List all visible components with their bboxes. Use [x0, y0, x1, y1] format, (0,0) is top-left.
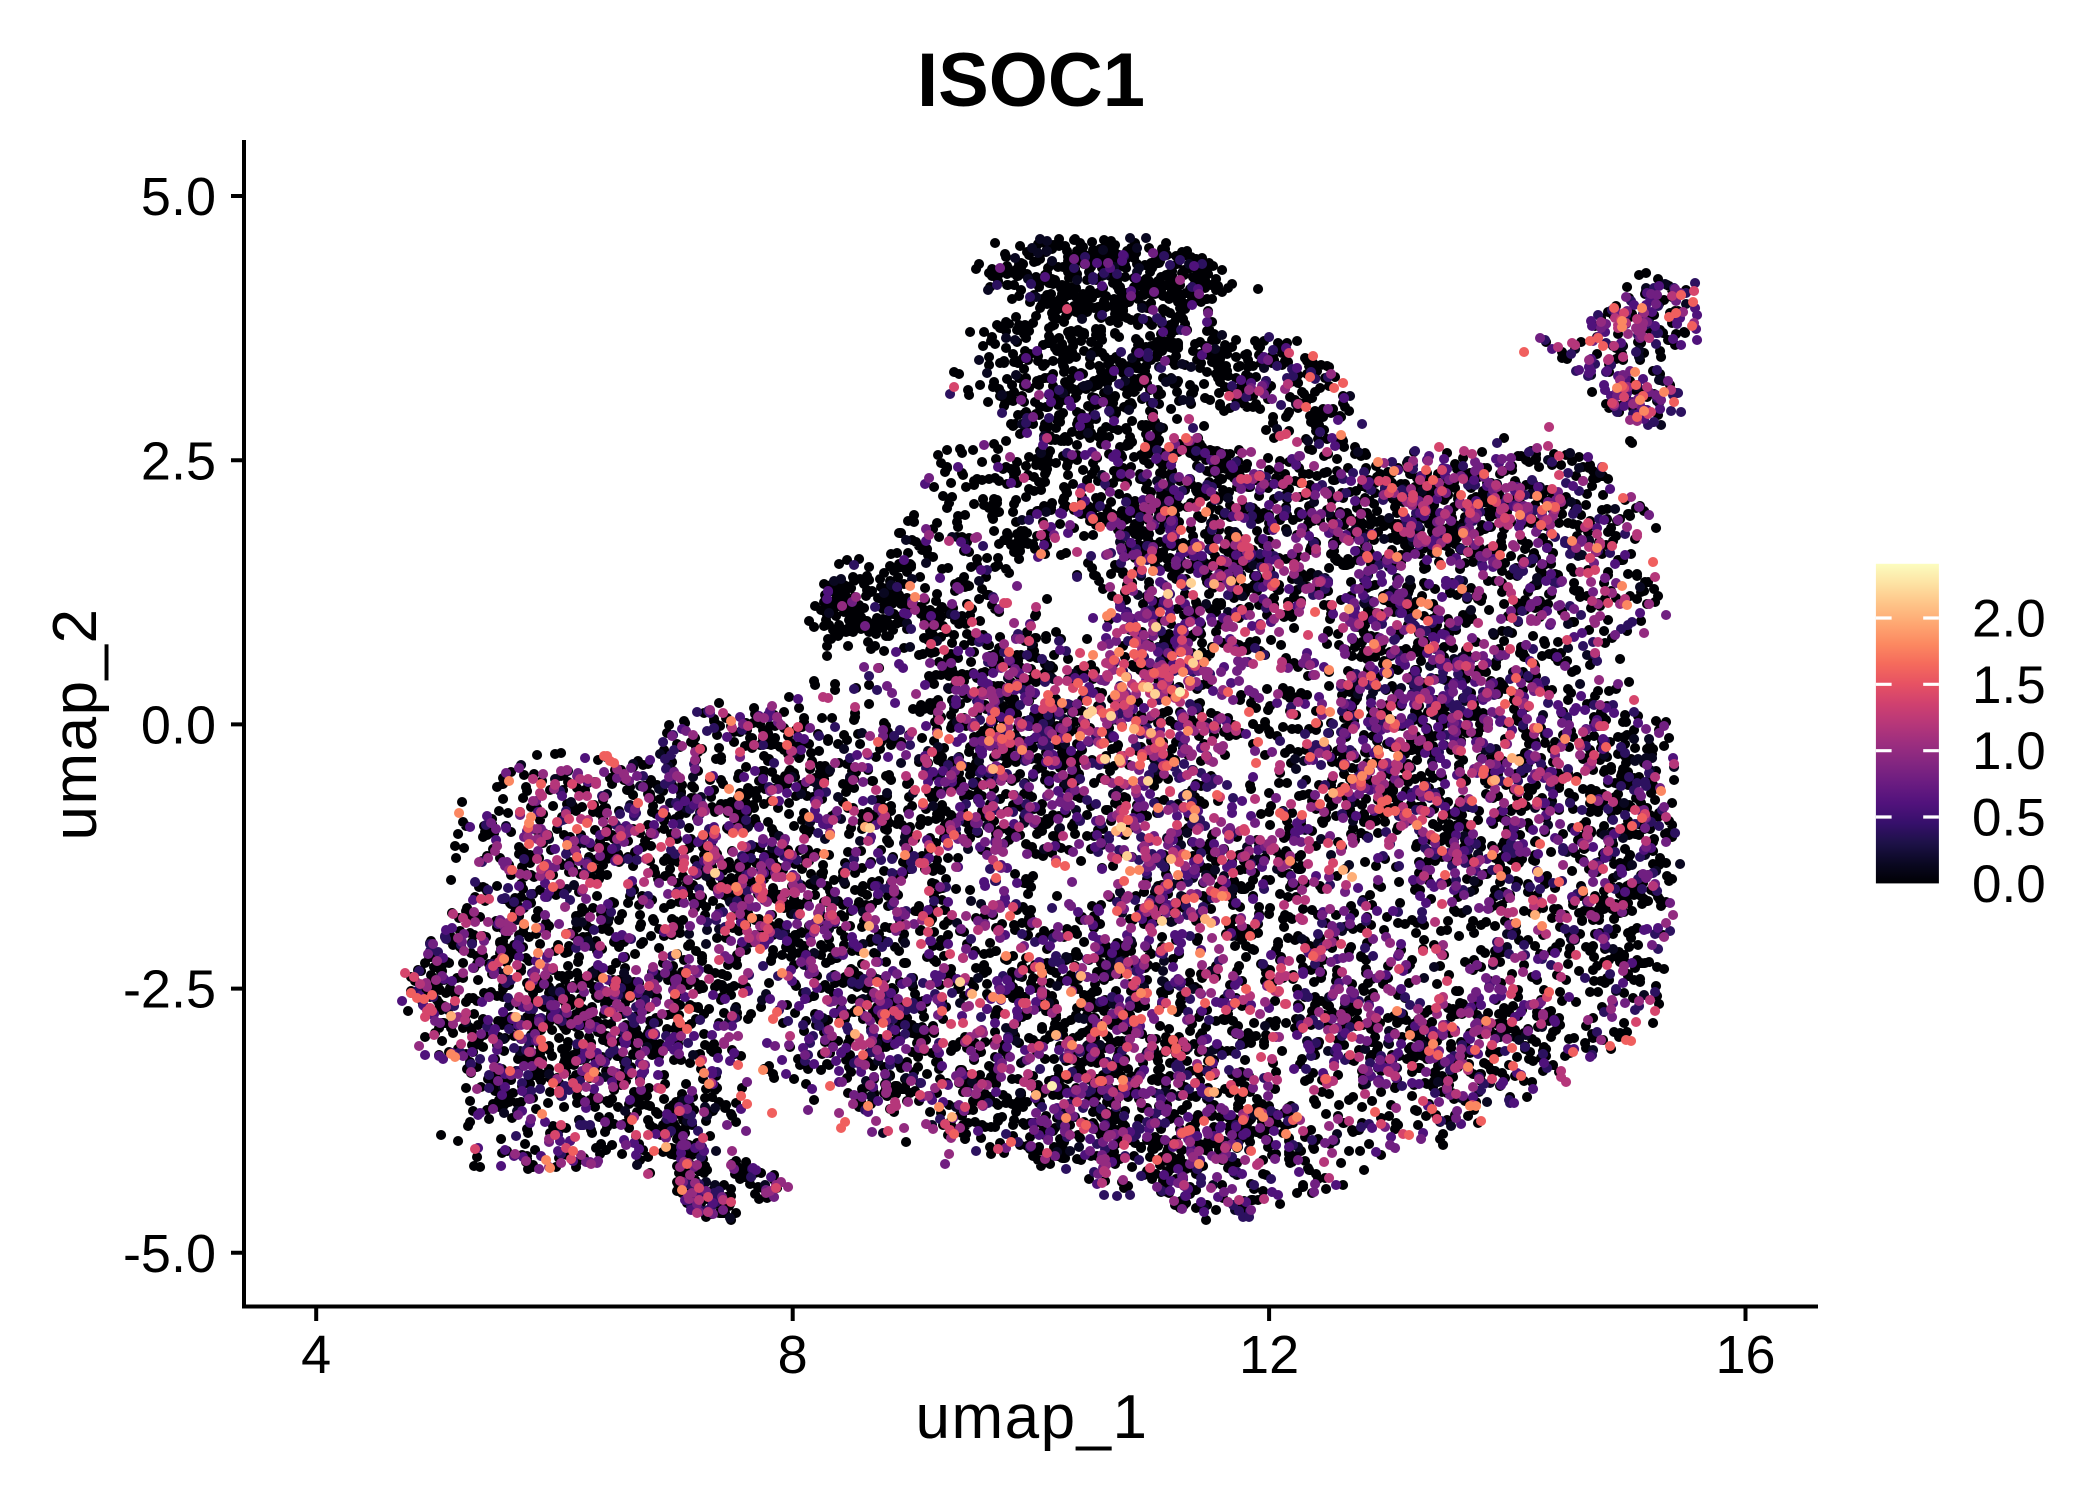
svg-text:2.0: 2.0	[1972, 590, 2046, 649]
svg-text:0.5: 0.5	[1972, 789, 2046, 848]
svg-text:1.5: 1.5	[1972, 656, 2046, 715]
svg-text:1.0: 1.0	[1972, 722, 2046, 781]
svg-text:0.0: 0.0	[141, 695, 216, 755]
svg-text:5.0: 5.0	[141, 167, 216, 227]
svg-text:12: 12	[1239, 1325, 1299, 1385]
svg-text:2.5: 2.5	[141, 431, 216, 491]
svg-text:-5.0: -5.0	[123, 1224, 216, 1284]
svg-text:0.0: 0.0	[1972, 855, 2046, 914]
svg-text:umap_1: umap_1	[915, 1383, 1148, 1452]
svg-text:8: 8	[778, 1325, 808, 1385]
svg-text:ISOC1: ISOC1	[917, 38, 1145, 123]
svg-text:16: 16	[1715, 1325, 1775, 1385]
svg-text:4: 4	[301, 1325, 331, 1385]
svg-text:umap_2: umap_2	[41, 607, 110, 840]
svg-text:-2.5: -2.5	[123, 960, 216, 1020]
